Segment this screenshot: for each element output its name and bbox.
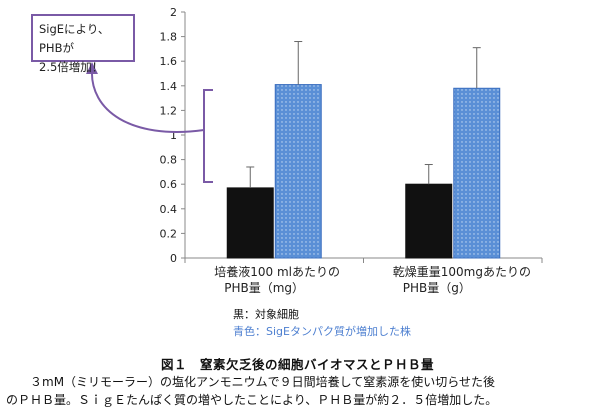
y-tick-label: 1 <box>170 129 177 142</box>
y-tick-label: 2 <box>170 6 177 19</box>
chart-category-labels: 培養液100 mlあたりの PHB量（mg） 乾燥重量100mgあたりの PHB量（g… <box>214 264 531 295</box>
callout-line-2: 2.5倍増加！ <box>39 60 104 74</box>
bar-chart: 0 0.2 0.4 0.6 0.8 1 1.2 1.4 1.6 1.8 2 培養液100 mlあたり… <box>86 6 543 295</box>
chart-axes: 0 0.2 0.4 0.6 0.8 1 1.2 1.4 1.6 1.8 2 <box>160 6 543 265</box>
callout-box: SigEにより、PHBが 2.5倍増加！ <box>31 14 135 74</box>
category-label: PHB量（mg） <box>224 281 304 295</box>
annotation-bracket <box>86 62 213 183</box>
legend-blue-label: 青色：SigEタンパク質が増加した株 <box>233 325 411 338</box>
y-tick-label: 0.6 <box>160 178 178 191</box>
bar-blue-1 <box>453 87 501 259</box>
y-tick-label: 1.2 <box>160 104 178 117</box>
y-tick-label: 1.4 <box>160 80 178 93</box>
bar-blue-0 <box>274 84 322 259</box>
bar-black-1 <box>405 183 453 259</box>
legend: 黒：対象細胞 青色：SigEタンパク質が増加した株 <box>233 306 411 340</box>
figure-caption-body: ３mM（ミリモーラー）の塩化アンモニウムで９日間培養して窒素源を使い切らせた後 … <box>0 373 595 409</box>
category-label: PHB量（g） <box>403 281 471 295</box>
y-tick-label: 1.8 <box>160 31 178 44</box>
category-label: 乾燥重量100mgあたりの <box>393 265 531 279</box>
y-tick-label: 1.6 <box>160 55 178 68</box>
callout-line-1: SigEにより、PHBが <box>39 22 110 55</box>
y-tick-label: 0.8 <box>160 154 178 167</box>
category-label: 培養液100 mlあたりの <box>214 264 340 279</box>
caption-body-line-1: ３mM（ミリモーラー）の塩化アンモニウムで９日間培養して窒素源を使い切らせた後 <box>30 375 495 389</box>
bar-black-0 <box>226 187 274 259</box>
y-tick-label: 0.4 <box>160 203 178 216</box>
figure-caption-title: 図１ 窒素欠乏後の細胞バイオマスとＰＨＢ量 <box>160 357 434 372</box>
y-tick-label: 0 <box>170 252 177 265</box>
chart-bars <box>226 41 501 259</box>
y-tick-label: 0.2 <box>160 227 178 240</box>
legend-black-label: 黒：対象細胞 <box>233 308 299 321</box>
caption-body-line-2: のＰＨＢ量。ＳｉｇＥたんぱく質の増やしたことにより、ＰＨＢ量が約２．５倍増加した… <box>6 393 498 407</box>
